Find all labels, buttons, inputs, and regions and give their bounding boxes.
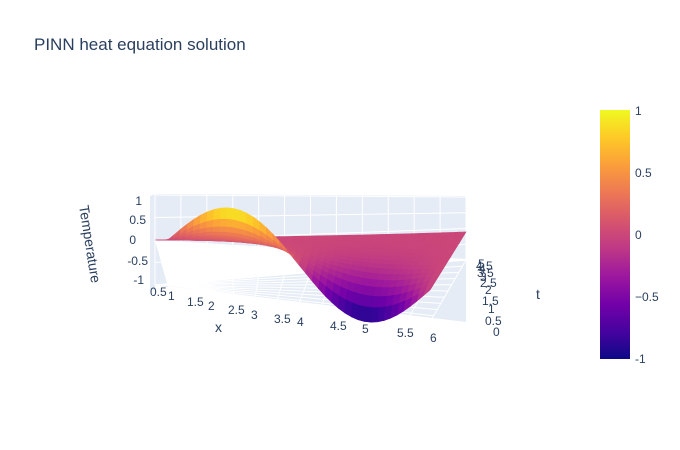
surface-cell xyxy=(219,225,228,233)
t-tick-2.5: 2.5 xyxy=(480,276,497,290)
t-tick-4: 4 xyxy=(479,262,486,276)
t-tick-1.5: 1.5 xyxy=(482,294,499,308)
z-axis-title: Temperature xyxy=(76,204,104,284)
colorbar-tick-0: 0 xyxy=(635,228,642,242)
surface-cell xyxy=(213,207,221,220)
surface-cell xyxy=(212,231,221,236)
x-tick-3.5: 3.5 xyxy=(274,312,291,326)
x-tick-4: 4 xyxy=(297,315,304,329)
x-tick-2: 2 xyxy=(208,299,215,313)
x-tick-2.5: 2.5 xyxy=(228,303,245,317)
x-axis-ticks: 0.5 1 1.5 2 2.5 3 3.5 4 4.5 5 5.5 6 xyxy=(150,285,437,345)
colorbar-tick--0.5: −0.5 xyxy=(635,290,659,304)
colorbar-tick-0.5: 0.5 xyxy=(635,166,652,180)
surface-cell xyxy=(219,207,228,220)
surface-plot xyxy=(154,207,467,323)
colorbar-ticks: 1 0.5 0 −0.5 -1 xyxy=(635,104,659,366)
x-tick-3: 3 xyxy=(251,308,258,322)
t-tick-1: 1 xyxy=(488,302,495,316)
colorbar-tick--1: -1 xyxy=(635,352,646,366)
t-tick-0: 0 xyxy=(493,325,500,339)
z-tick--1: -1 xyxy=(133,273,144,287)
surface-cell xyxy=(323,237,334,241)
surface-cell xyxy=(226,226,234,233)
x-tick-0.5: 0.5 xyxy=(150,285,167,299)
x-tick-5: 5 xyxy=(362,322,369,336)
x-axis-title: x xyxy=(215,319,222,335)
z-axis-ticks: 1 0.5 0 -0.5 -1 xyxy=(127,194,148,287)
z-tick-0.5: 0.5 xyxy=(129,213,146,227)
z-tick-0: 0 xyxy=(129,233,136,247)
surface-cell xyxy=(340,234,350,238)
surface-cell xyxy=(324,235,335,238)
t-tick-3.5: 3.5 xyxy=(477,266,494,280)
chart-title: PINN heat equation solution xyxy=(34,35,246,54)
t-axis-ticks: 00.511.522.533.544.55 xyxy=(476,257,502,339)
colorbar xyxy=(600,110,630,359)
surface-cell xyxy=(423,286,433,296)
surface-cell xyxy=(339,237,349,241)
scene-left-panel xyxy=(150,194,155,290)
x-tick-5.5: 5.5 xyxy=(397,326,414,340)
t-tick-0.5: 0.5 xyxy=(485,314,502,328)
colorbar-tick-1: 1 xyxy=(635,104,642,118)
surface-cell xyxy=(212,218,221,227)
t-tick-3: 3 xyxy=(480,270,487,284)
t-tick-2: 2 xyxy=(485,283,492,297)
surface-cell xyxy=(212,225,221,232)
surface-cell xyxy=(233,208,241,222)
t-tick-5: 5 xyxy=(478,257,485,271)
t-tick-4.5: 4.5 xyxy=(476,259,493,273)
x-tick-6: 6 xyxy=(430,331,437,345)
z-tick-1: 1 xyxy=(135,194,142,208)
x-tick-4.5: 4.5 xyxy=(330,319,347,333)
z-tick--0.5: -0.5 xyxy=(127,254,148,268)
x-tick-1: 1 xyxy=(168,289,175,303)
surface-cell xyxy=(212,234,220,238)
t-axis-title: t xyxy=(536,286,540,302)
surface-cell xyxy=(226,207,234,220)
surface-cell xyxy=(226,218,234,228)
grid-line-z-4 xyxy=(154,194,467,198)
x-tick-1.5: 1.5 xyxy=(187,295,204,309)
surface-cell xyxy=(219,218,228,227)
left-wall xyxy=(155,194,168,287)
